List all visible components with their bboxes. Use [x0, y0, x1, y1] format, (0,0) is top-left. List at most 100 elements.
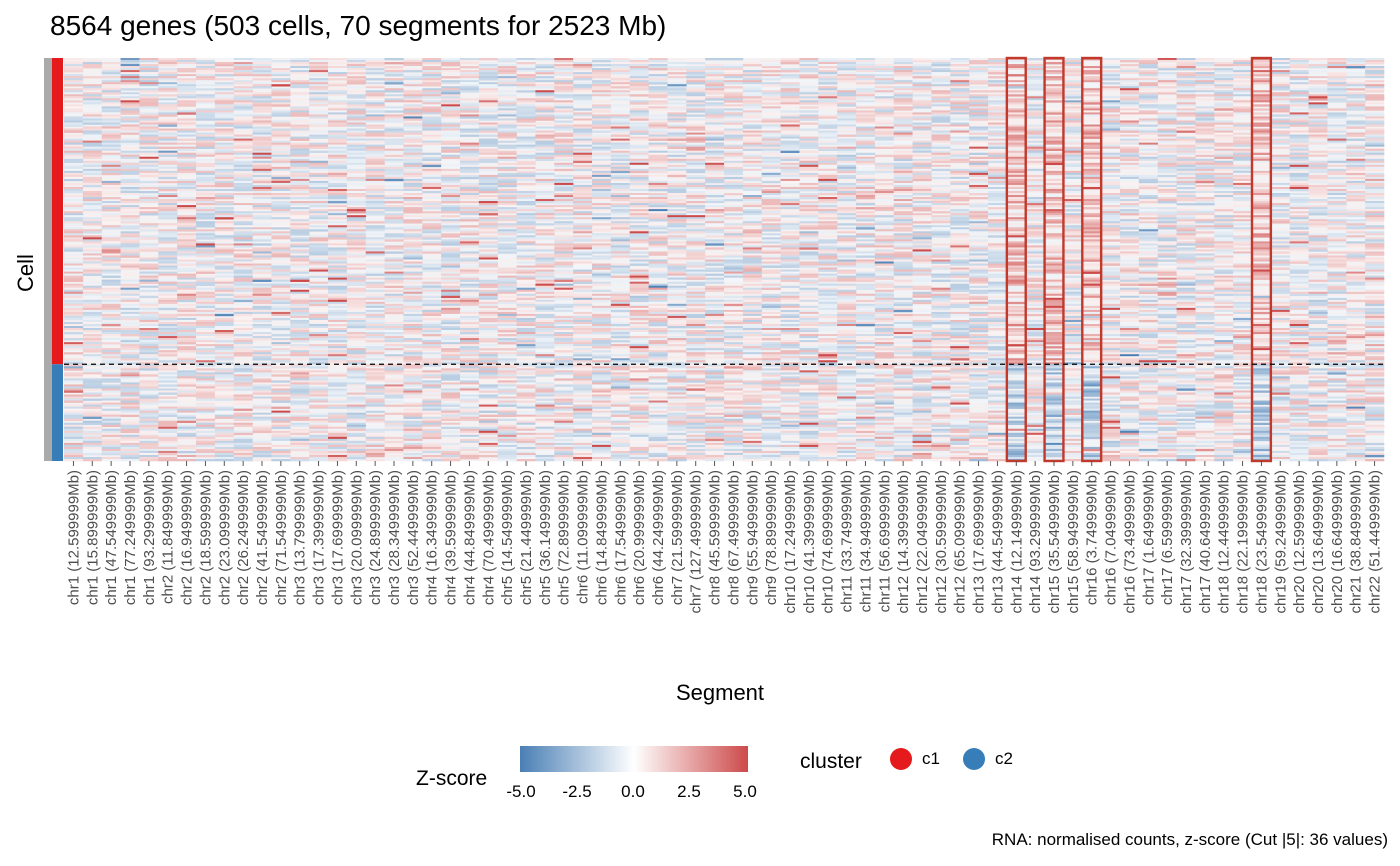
- heatmap-cell: [120, 245, 140, 248]
- heatmap-cell: [101, 104, 121, 107]
- heatmap-cell: [346, 110, 367, 113]
- heatmap-cell: [610, 110, 631, 113]
- heatmap-cell: [139, 136, 159, 139]
- heatmap-cell: [554, 334, 574, 337]
- heatmap-cell: [384, 446, 404, 450]
- heatmap-cell: [252, 418, 272, 421]
- heatmap-cell: [233, 328, 253, 331]
- heatmap-cell: [346, 243, 367, 246]
- heatmap-cell: [478, 434, 499, 438]
- heatmap-cell: [328, 237, 348, 240]
- heatmap-cell: [64, 404, 84, 407]
- heatmap-cell: [535, 64, 555, 67]
- heatmap-cell: [422, 317, 442, 321]
- heatmap-cell: [290, 289, 310, 293]
- heatmap-cell: [271, 110, 291, 113]
- heatmap-cell: [233, 452, 253, 456]
- heatmap-cell: [573, 197, 593, 200]
- heatmap-cell: [441, 398, 461, 401]
- heatmap-cell: [610, 271, 631, 274]
- heatmap-cell: [101, 261, 121, 264]
- heatmap-cell: [610, 195, 631, 198]
- heatmap-cell: [554, 350, 574, 353]
- heatmap-cell: [158, 422, 178, 426]
- heatmap-cell: [478, 305, 499, 309]
- heatmap-cell: [139, 195, 159, 198]
- heatmap-cell: [328, 102, 348, 105]
- heatmap-cell: [196, 209, 216, 212]
- heatmap-cell: [365, 259, 385, 262]
- heatmap-cell: [497, 456, 517, 460]
- heatmap-cell: [403, 211, 423, 214]
- heatmap-cell: [516, 235, 536, 238]
- heatmap-cell: [233, 249, 253, 252]
- heatmap-cell: [554, 400, 574, 403]
- heatmap-cell: [252, 307, 272, 311]
- heatmap-cell: [139, 82, 159, 85]
- heatmap-cell: [196, 402, 216, 405]
- heatmap-cell: [365, 408, 385, 411]
- heatmap-cell: [460, 358, 480, 361]
- heatmap-cell: [158, 346, 178, 349]
- heatmap-cell: [177, 321, 197, 325]
- heatmap-cell: [478, 219, 499, 222]
- heatmap-cell: [497, 398, 517, 401]
- heatmap-cell: [328, 448, 348, 452]
- heatmap-cell: [158, 289, 178, 293]
- heatmap-cell: [535, 235, 555, 238]
- heatmap-cell: [384, 350, 404, 353]
- heatmap-cell: [233, 279, 253, 282]
- heatmap-cell: [64, 430, 84, 434]
- heatmap-cell: [196, 188, 216, 192]
- heatmap-cell: [403, 203, 423, 206]
- heatmap-cell: [384, 251, 404, 254]
- heatmap-cell: [177, 223, 197, 226]
- heatmap-cell: [309, 271, 329, 274]
- heatmap-cell: [271, 450, 291, 454]
- heatmap-cell: [592, 388, 612, 391]
- heatmap-cell: [120, 241, 140, 244]
- heatmap-cell: [422, 62, 442, 65]
- heatmap-cell: [346, 362, 367, 365]
- heatmap-cell: [271, 436, 291, 440]
- heatmap-cell: [214, 352, 235, 355]
- heatmap-cell: [403, 303, 423, 307]
- heatmap-cell: [516, 186, 536, 190]
- heatmap-cell: [271, 328, 291, 331]
- heatmap-cell: [460, 285, 480, 289]
- heatmap-cell: [384, 386, 404, 389]
- heatmap-cell: [441, 239, 461, 242]
- heatmap-cell: [460, 410, 480, 413]
- heatmap-cell: [196, 398, 216, 401]
- heatmap-cell: [573, 358, 593, 361]
- heatmap-cell: [196, 340, 216, 343]
- heatmap-cell: [233, 174, 253, 178]
- heatmap-cell: [365, 213, 385, 216]
- heatmap-cell: [573, 454, 593, 458]
- heatmap-cell: [233, 233, 253, 236]
- heatmap-cell: [290, 80, 310, 83]
- heatmap-cell: [82, 414, 103, 417]
- heatmap-cell: [252, 92, 272, 95]
- heatmap-cell: [139, 388, 159, 391]
- heatmap-cell: [139, 398, 159, 401]
- heatmap-cell: [535, 186, 555, 190]
- heatmap-cell: [384, 219, 404, 222]
- heatmap-cell: [290, 144, 310, 147]
- heatmap-cell: [516, 193, 536, 196]
- heatmap-cell: [403, 434, 423, 438]
- heatmap-cell: [64, 142, 84, 145]
- heatmap-cell: [233, 221, 253, 224]
- heatmap-cell: [290, 315, 310, 319]
- heatmap-cell: [196, 114, 216, 117]
- heatmap-cell: [139, 128, 159, 131]
- heatmap-cell: [196, 205, 216, 208]
- heatmap-cell: [384, 237, 404, 240]
- heatmap-cell: [554, 340, 574, 343]
- heatmap-cell: [309, 94, 329, 97]
- heatmap-cell: [573, 444, 593, 448]
- heatmap-cell: [384, 297, 404, 301]
- heatmap-cell: [365, 94, 385, 97]
- heatmap-cell: [82, 100, 103, 103]
- heatmap-cell: [554, 205, 574, 208]
